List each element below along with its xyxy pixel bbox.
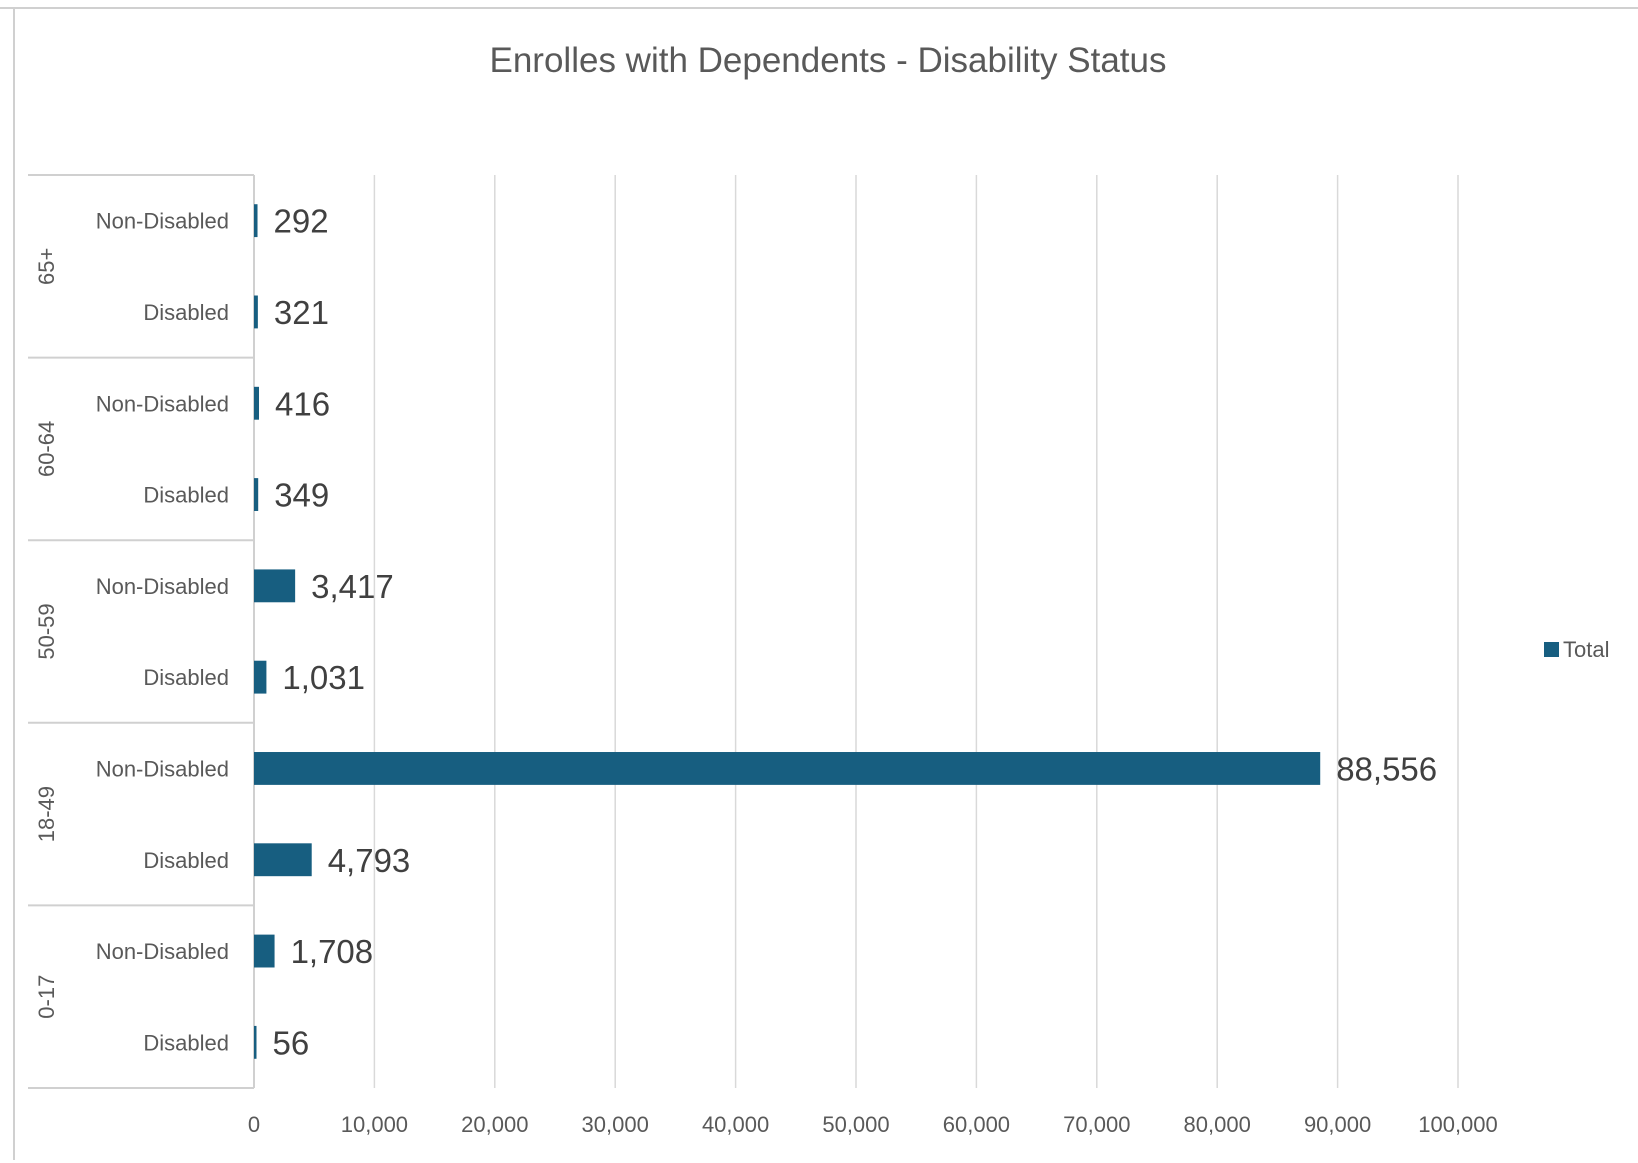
legend: Total xyxy=(1544,637,1609,662)
data-label: 4,793 xyxy=(328,842,411,879)
data-label: 292 xyxy=(274,203,329,240)
data-label: 321 xyxy=(274,294,329,331)
data-label: 88,556 xyxy=(1336,750,1437,787)
data-label: 416 xyxy=(275,385,330,422)
legend-swatch xyxy=(1544,642,1559,657)
x-tick-label: 40,000 xyxy=(702,1112,769,1137)
category-label: Disabled xyxy=(143,665,229,690)
bar xyxy=(254,752,1321,785)
x-tick-label: 0 xyxy=(248,1112,260,1137)
legend-label: Total xyxy=(1563,637,1609,662)
category-label: Non-Disabled xyxy=(96,939,229,964)
data-label: 1,708 xyxy=(291,933,374,970)
bar xyxy=(254,660,267,694)
category-label: Non-Disabled xyxy=(96,391,229,416)
bar xyxy=(254,386,260,420)
category-label: Non-Disabled xyxy=(96,756,229,781)
x-tick-label: 10,000 xyxy=(341,1112,408,1137)
x-tick-label: 50,000 xyxy=(822,1112,889,1137)
bar xyxy=(254,478,259,511)
x-tick-label: 60,000 xyxy=(943,1112,1010,1137)
chart-title: Enrolles with Dependents - Disability St… xyxy=(490,41,1167,80)
group-label: 60-64 xyxy=(34,421,59,477)
x-tick-label: 90,000 xyxy=(1304,1112,1371,1137)
data-label: 3,417 xyxy=(311,568,394,605)
x-tick-label: 80,000 xyxy=(1184,1112,1251,1137)
labels: 0 10,000 20,000 30,000 40,000 50,000 60,000 70,… xyxy=(34,203,1498,1137)
bar xyxy=(254,1025,257,1059)
group-label: 50-59 xyxy=(34,603,59,659)
group-label: 18-49 xyxy=(34,786,59,842)
bar xyxy=(254,295,258,329)
category-label: Non-Disabled xyxy=(96,574,229,599)
group-label: 0-17 xyxy=(34,975,59,1019)
bar xyxy=(254,569,296,603)
data-label: 349 xyxy=(274,477,329,514)
bar xyxy=(254,843,312,877)
bars xyxy=(254,204,1321,1059)
category-label: Disabled xyxy=(143,1030,229,1055)
x-tick-label: 20,000 xyxy=(461,1112,528,1137)
category-label: Disabled xyxy=(143,848,229,873)
data-label: 1,031 xyxy=(282,659,365,696)
group-label: 65+ xyxy=(34,248,59,285)
category-label: Disabled xyxy=(143,300,229,325)
x-tick-label: 100,000 xyxy=(1418,1112,1498,1137)
category-label: Non-Disabled xyxy=(96,209,229,234)
data-label: 56 xyxy=(273,1024,310,1061)
bar xyxy=(254,934,275,968)
x-tick-label: 30,000 xyxy=(582,1112,649,1137)
bar xyxy=(254,204,258,238)
gridlines xyxy=(373,175,1459,1088)
x-tick-label: 70,000 xyxy=(1063,1112,1130,1137)
category-label: Disabled xyxy=(143,483,229,508)
